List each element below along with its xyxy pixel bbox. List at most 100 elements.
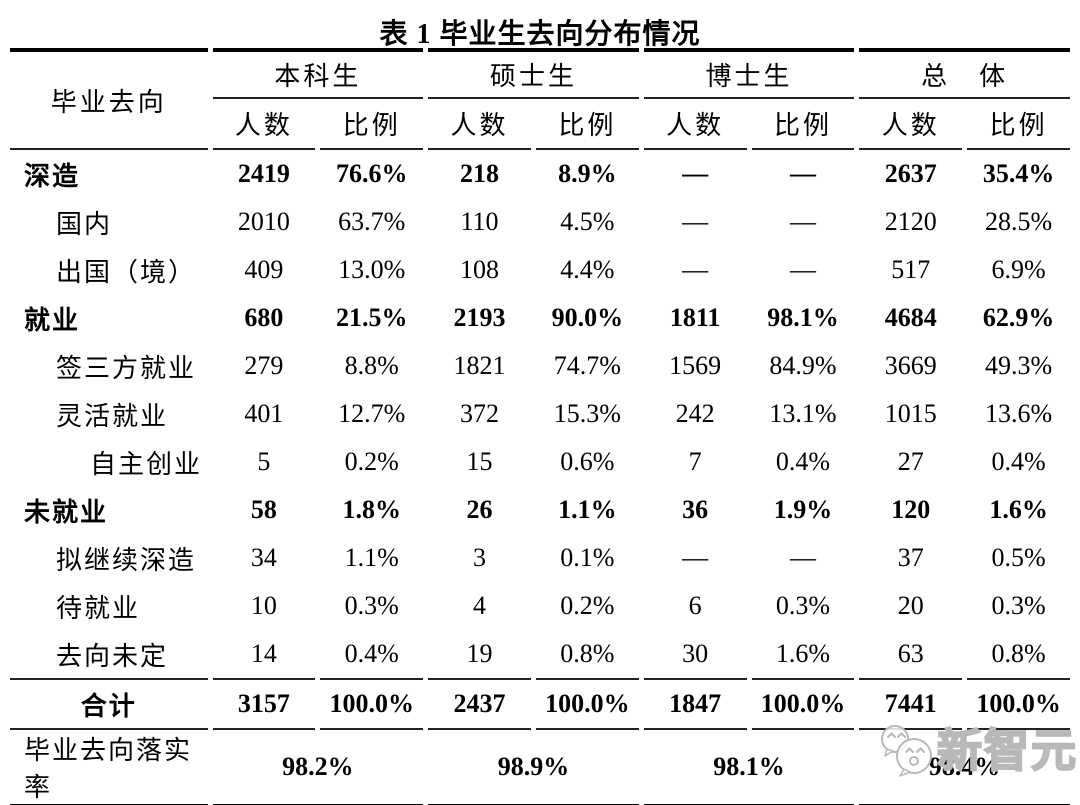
data-cell: 76.6% xyxy=(335,159,408,188)
data-cell: 2637 xyxy=(884,159,937,188)
row-label: 国内 xyxy=(56,209,113,239)
data-cell: 0.2% xyxy=(560,591,615,620)
data-cell: 1.6% xyxy=(751,630,855,680)
data-cell: 2120 xyxy=(884,207,937,236)
data-cell: 27 xyxy=(897,447,924,476)
data-cell: 7441 xyxy=(859,680,963,730)
sub-header-count: 人数 xyxy=(643,99,747,150)
data-cell: 242 xyxy=(675,399,715,428)
data-cell: — xyxy=(789,207,816,236)
data-cell: 218 xyxy=(460,159,500,188)
data-cell: 90.0% xyxy=(551,303,624,332)
table-row: 合计 3157 100.0% 2437 100.0% 1847 100.0% 7441 100.… xyxy=(10,680,1070,730)
data-cell: 7 xyxy=(688,447,702,476)
data-cell: 517 xyxy=(891,255,931,284)
data-cell: 108 xyxy=(460,255,500,284)
sub-header-count: 人数 xyxy=(212,99,316,150)
data-cell: 4 xyxy=(473,591,487,620)
data-cell: — xyxy=(682,159,709,188)
data-cell: 19 xyxy=(428,630,531,680)
data-cell: 6 xyxy=(688,591,702,620)
table-row: 去向未定 14 0.4% 19 0.8% 30 1.6% 63 0.8% xyxy=(10,630,1070,680)
data-cell: 34 xyxy=(250,543,277,572)
data-cell: 63 xyxy=(859,630,963,680)
data-cell: 0.4% xyxy=(320,630,424,680)
data-cell: 37 xyxy=(897,543,924,572)
sub-header-count: 人数 xyxy=(428,99,531,150)
data-cell: 21.5% xyxy=(335,303,408,332)
placement-rate-master: 98.9% xyxy=(428,730,639,805)
data-cell: — xyxy=(682,255,709,284)
data-cell: 0.4% xyxy=(775,447,831,476)
data-cell: 5 xyxy=(257,447,271,476)
row-label: 深造 xyxy=(24,161,81,191)
watermark-text: 新智元 xyxy=(936,724,1079,776)
data-cell: — xyxy=(789,543,816,572)
sub-header-ratio: 比例 xyxy=(320,99,424,150)
data-cell: 2193 xyxy=(453,303,506,332)
data-cell: 0.5% xyxy=(991,543,1046,572)
table-row: 未就业 58 1.8% 26 1.1% 36 1.9% 120 1.6% xyxy=(10,486,1070,534)
data-cell: 0.2% xyxy=(344,447,399,476)
data-cell: 35.4% xyxy=(982,159,1055,188)
data-cell: — xyxy=(789,159,816,188)
group-header-doctoral: 博士生 xyxy=(643,48,855,99)
data-cell: 0.3% xyxy=(775,591,831,620)
data-cell: — xyxy=(682,207,709,236)
data-cell: 409 xyxy=(244,255,284,284)
data-cell: 3669 xyxy=(884,351,937,380)
group-header-master: 硕士生 xyxy=(428,48,639,99)
data-cell: 84.9% xyxy=(769,351,837,380)
data-cell: 0.6% xyxy=(560,447,615,476)
data-cell: 13.0% xyxy=(338,255,406,284)
data-cell: 15.3% xyxy=(553,399,621,428)
table-title: 表 1 毕业生去向分布情况 xyxy=(379,19,701,50)
row-label: 待就业 xyxy=(56,593,141,623)
table-row: 待就业 10 0.3% 4 0.2% 6 0.3% 20 0.3% xyxy=(10,582,1070,630)
data-cell: 1569 xyxy=(669,351,722,380)
data-cell: 8.8% xyxy=(344,351,399,380)
table-row: 出国（境） 409 13.0% 108 4.4% — — 517 6.9% xyxy=(10,246,1070,294)
row-label: 去向未定 xyxy=(10,630,208,680)
placement-rate-row: 毕业去向落实率 98.2% 98.9% 98.1% 98.4% xyxy=(10,730,1070,805)
data-cell: 3 xyxy=(473,543,487,572)
data-cell: 15 xyxy=(466,447,493,476)
row-label: 出国（境） xyxy=(56,257,197,287)
data-cell: 13.6% xyxy=(984,399,1053,428)
table-row: 就业 680 21.5% 2193 90.0% 1811 98.1% 4684 62.9% xyxy=(10,294,1070,342)
table-row: 灵活就业 401 12.7% 372 15.3% 242 13.1% 1015 13.6% xyxy=(10,390,1070,438)
group-header-overall: 总 体 xyxy=(859,48,1070,99)
sub-header-ratio: 比例 xyxy=(751,99,855,150)
data-cell: 372 xyxy=(460,399,500,428)
placement-rate-undergraduate: 98.2% xyxy=(212,730,424,805)
data-cell: 401 xyxy=(244,399,284,428)
data-cell: 49.3% xyxy=(984,351,1053,380)
data-cell: 98.1% xyxy=(767,303,839,332)
data-cell: 58 xyxy=(250,495,277,524)
sub-header-ratio: 比例 xyxy=(967,99,1070,150)
watermark: 新智元 xyxy=(878,722,1078,778)
table-body: 深造 2419 76.6% 218 8.9% — —2637 35.4% 国内 2010 63.7%… xyxy=(10,150,1070,730)
data-cell: 100.0% xyxy=(967,680,1070,730)
data-cell: 1.1% xyxy=(344,543,399,572)
data-cell: 110 xyxy=(460,207,499,236)
data-cell: 4.5% xyxy=(560,207,615,236)
data-cell: 100.0% xyxy=(320,680,424,730)
data-cell: 0.8% xyxy=(535,630,639,680)
data-cell: 62.9% xyxy=(982,303,1055,332)
data-cell: 12.7% xyxy=(338,399,406,428)
sub-header-count: 人数 xyxy=(859,99,963,150)
data-cell: 4.4% xyxy=(560,255,615,284)
data-cell: 1821 xyxy=(453,351,506,380)
data-cell: 0.1% xyxy=(560,543,615,572)
data-cell: 8.9% xyxy=(558,159,617,188)
sub-header-ratio: 比例 xyxy=(535,99,639,150)
data-cell: 680 xyxy=(244,303,284,332)
row-label: 自主创业 xyxy=(90,449,203,479)
table-row: 深造 2419 76.6% 218 8.9% — — 2637 35.4% xyxy=(10,150,1070,198)
data-cell: 100.0% xyxy=(751,680,855,730)
data-cell: 4684 xyxy=(884,303,937,332)
xinzhiyuan-chat-bubbles-icon xyxy=(881,725,932,777)
data-cell: 3157 xyxy=(212,680,316,730)
group-header-undergraduate: 本科生 xyxy=(212,48,424,99)
